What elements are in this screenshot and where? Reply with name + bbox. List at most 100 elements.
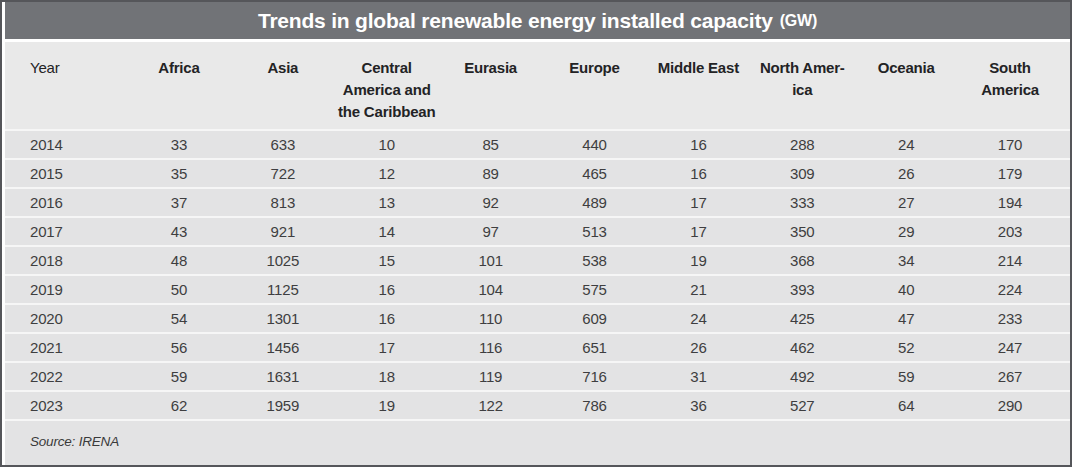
table-cell: 538 <box>543 252 647 269</box>
column-header: South America <box>958 57 1062 129</box>
table-cell: 722 <box>231 165 335 182</box>
table-cell: 716 <box>543 368 647 385</box>
table-cell: 14 <box>335 223 439 240</box>
table-row: 2022591631181197163149259267 <box>5 361 1070 390</box>
table-row: 20143363310854401628824170 <box>5 129 1070 158</box>
table-cell: 21 <box>646 281 750 298</box>
table-cell: 26 <box>646 339 750 356</box>
column-header: Europe <box>543 57 647 129</box>
table-row: 2021561456171166512646252247 <box>5 332 1070 361</box>
table-cell: 48 <box>127 252 231 269</box>
table-cell: 203 <box>958 223 1062 240</box>
table-cell: 43 <box>127 223 231 240</box>
table-cell: 10 <box>335 136 439 153</box>
table-cell: 26 <box>854 165 958 182</box>
table-cell: 62 <box>127 397 231 414</box>
table-cell: 104 <box>439 281 543 298</box>
year-cell: 2017 <box>15 223 127 240</box>
table-cell: 16 <box>335 310 439 327</box>
page-title: Trends in global renewable energy instal… <box>258 9 773 33</box>
table-cell: 116 <box>439 339 543 356</box>
column-header: North Amer- ica <box>750 57 854 129</box>
table-cell: 465 <box>543 165 647 182</box>
column-header: Africa <box>127 57 231 129</box>
table-cell: 17 <box>335 339 439 356</box>
table-cell: 29 <box>854 223 958 240</box>
table-cell: 12 <box>335 165 439 182</box>
table-cell: 267 <box>958 368 1062 385</box>
table-cell: 36 <box>646 397 750 414</box>
table-cell: 170 <box>958 136 1062 153</box>
table-row: 2019501125161045752139340224 <box>5 274 1070 303</box>
table-cell: 633 <box>231 136 335 153</box>
table-row: 20174392114975131735029203 <box>5 216 1070 245</box>
table-cell: 122 <box>439 397 543 414</box>
table-cell: 15 <box>335 252 439 269</box>
table-cell: 31 <box>646 368 750 385</box>
table-cell: 575 <box>543 281 647 298</box>
table-cell: 110 <box>439 310 543 327</box>
year-cell: 2019 <box>15 281 127 298</box>
table-cell: 40 <box>854 281 958 298</box>
table-cell: 462 <box>750 339 854 356</box>
table-cell: 247 <box>958 339 1062 356</box>
table-cell: 19 <box>646 252 750 269</box>
table-cell: 350 <box>750 223 854 240</box>
table-cell: 513 <box>543 223 647 240</box>
title-unit: (GW) <box>780 12 817 30</box>
table-content: YearAfricaAsiaCentral America and the Ca… <box>5 42 1070 465</box>
table-row: 20163781313924891733327194 <box>5 187 1070 216</box>
table-cell: 37 <box>127 194 231 211</box>
table-cell: 290 <box>958 397 1062 414</box>
table-cell: 101 <box>439 252 543 269</box>
year-cell: 2022 <box>15 368 127 385</box>
year-cell: 2015 <box>15 165 127 182</box>
table-cell: 16 <box>646 165 750 182</box>
source-row: Source: IRENA <box>5 419 1070 465</box>
table-cell: 119 <box>439 368 543 385</box>
table-cell: 24 <box>854 136 958 153</box>
table-cell: 47 <box>854 310 958 327</box>
table-cell: 24 <box>646 310 750 327</box>
table-cell: 393 <box>750 281 854 298</box>
table-cell: 64 <box>854 397 958 414</box>
table-cell: 1631 <box>231 368 335 385</box>
table-row: 2020541301161106092442547233 <box>5 303 1070 332</box>
table-cell: 368 <box>750 252 854 269</box>
title-bar: Trends in global renewable energy instal… <box>5 2 1070 39</box>
table-cell: 92 <box>439 194 543 211</box>
table-cell: 85 <box>439 136 543 153</box>
table-cell: 56 <box>127 339 231 356</box>
table-cell: 1301 <box>231 310 335 327</box>
table-cell: 440 <box>543 136 647 153</box>
year-cell: 2018 <box>15 252 127 269</box>
table-cell: 233 <box>958 310 1062 327</box>
table-cell: 1125 <box>231 281 335 298</box>
year-cell: 2020 <box>15 310 127 327</box>
table-cell: 16 <box>646 136 750 153</box>
source-label: Source: IRENA <box>30 434 119 449</box>
table-cell: 214 <box>958 252 1062 269</box>
table-cell: 52 <box>854 339 958 356</box>
column-header: Oceania <box>854 57 958 129</box>
table-cell: 288 <box>750 136 854 153</box>
table-row: 2023621959191227863652764290 <box>5 390 1070 419</box>
table-cell: 35 <box>127 165 231 182</box>
year-cell: 2014 <box>15 136 127 153</box>
table-cell: 18 <box>335 368 439 385</box>
year-cell: 2021 <box>15 339 127 356</box>
table-cell: 17 <box>646 194 750 211</box>
table-header-row: YearAfricaAsiaCentral America and the Ca… <box>5 42 1070 129</box>
table-cell: 1025 <box>231 252 335 269</box>
table-cell: 527 <box>750 397 854 414</box>
table-cell: 13 <box>335 194 439 211</box>
table-cell: 89 <box>439 165 543 182</box>
column-header: Year <box>15 57 127 129</box>
table-cell: 333 <box>750 194 854 211</box>
table-cell: 1456 <box>231 339 335 356</box>
table-cell: 34 <box>854 252 958 269</box>
table-cell: 59 <box>127 368 231 385</box>
column-header: Asia <box>231 57 335 129</box>
table-cell: 54 <box>127 310 231 327</box>
year-cell: 2023 <box>15 397 127 414</box>
